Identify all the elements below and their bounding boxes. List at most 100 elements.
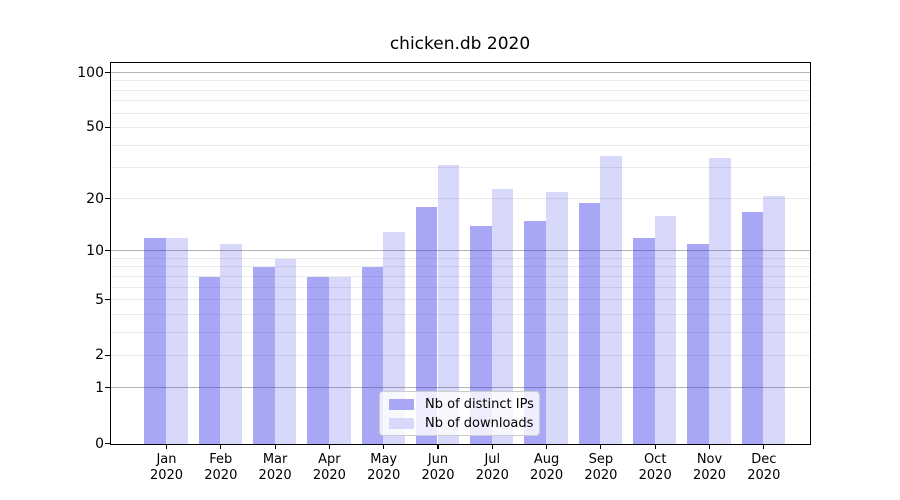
bar-downloads-jun bbox=[437, 165, 460, 444]
bar-downloads-aug bbox=[546, 192, 568, 444]
bar-ips-may bbox=[361, 267, 384, 444]
x-tick-label-year: 2020 bbox=[530, 468, 564, 483]
bar-ips-apr bbox=[307, 276, 329, 444]
x-tick-label-year: 2020 bbox=[475, 468, 509, 483]
x-tick-sep bbox=[600, 445, 602, 449]
x-tick-label-month: May bbox=[370, 452, 398, 467]
plot-area bbox=[110, 62, 811, 445]
x-tick-label-year: 2020 bbox=[421, 468, 455, 483]
x-tick-nov bbox=[708, 445, 711, 449]
y-tick-10 bbox=[105, 250, 110, 252]
x-tick-apr bbox=[328, 445, 330, 449]
y-tick-label-100: 100 bbox=[77, 64, 104, 81]
bar-downloads-jan bbox=[166, 237, 188, 444]
y-tick-50 bbox=[105, 126, 110, 129]
legend-item-distinct-ips: Nb of distinct IPs bbox=[380, 397, 539, 412]
bar-ips-nov bbox=[687, 244, 709, 444]
x-tick-label-sep: Sep 2020 bbox=[569, 452, 633, 484]
x-tick-label-month: Oct bbox=[643, 452, 667, 467]
y-tick-100 bbox=[105, 72, 110, 74]
x-tick-label-may: May 2020 bbox=[352, 452, 416, 484]
gridline-minor-6 bbox=[111, 286, 810, 288]
gridline-minor-60 bbox=[111, 112, 810, 114]
x-tick-label-jun: Jun 2020 bbox=[406, 452, 470, 484]
y-tick-1 bbox=[105, 387, 110, 389]
bar-ips-oct bbox=[633, 237, 655, 444]
y-tick-label-20: 20 bbox=[86, 190, 104, 207]
chart-title: chicken.db 2020 bbox=[389, 34, 531, 54]
bar-downloads-feb bbox=[220, 244, 242, 444]
x-tick-label-feb: Feb 2020 bbox=[189, 452, 253, 484]
gridline-minor-7 bbox=[111, 275, 810, 277]
y-tick-5 bbox=[105, 299, 110, 301]
x-tick-label-month: Aug bbox=[533, 452, 560, 467]
y-tick-label-5: 5 bbox=[95, 291, 104, 308]
bar-downloads-mar bbox=[274, 258, 297, 444]
x-tick-label-jul: Jul 2020 bbox=[460, 452, 524, 484]
gridline-major-1 bbox=[111, 387, 810, 389]
legend-swatch-downloads bbox=[389, 417, 414, 429]
x-tick-label-dec: Dec 2020 bbox=[732, 452, 796, 484]
gridline-minor-9 bbox=[111, 257, 810, 259]
x-tick-label-year: 2020 bbox=[692, 468, 727, 483]
x-tick-label-year: 2020 bbox=[584, 468, 618, 483]
gridline-minor-70 bbox=[111, 100, 810, 102]
bar-ips-aug bbox=[524, 221, 547, 444]
x-tick-label-year: 2020 bbox=[149, 468, 184, 483]
x-tick-label-month: Jun bbox=[427, 452, 449, 467]
x-tick-label-year: 2020 bbox=[258, 468, 292, 483]
x-tick-label-year: 2020 bbox=[747, 468, 781, 483]
bar-downloads-sep bbox=[600, 155, 623, 444]
x-tick-label-oct: Oct 2020 bbox=[623, 452, 687, 484]
bar-downloads-nov bbox=[709, 158, 731, 444]
bar-downloads-may bbox=[383, 231, 405, 444]
bar-downloads-jul bbox=[491, 188, 514, 444]
legend-swatch-distinct-ips bbox=[389, 398, 414, 410]
x-tick-label-aug: Aug 2020 bbox=[515, 452, 579, 484]
bar-downloads-oct bbox=[654, 216, 677, 444]
x-tick-label-month: Feb bbox=[209, 452, 233, 467]
gridline-minor-20 bbox=[111, 198, 810, 200]
x-tick-jan bbox=[165, 445, 168, 449]
y-tick-label-1: 1 bbox=[95, 379, 104, 396]
x-tick-label-month: Mar bbox=[262, 452, 288, 467]
x-tick-label-year: 2020 bbox=[204, 468, 238, 483]
bar-ips-sep bbox=[578, 203, 601, 444]
x-tick-label-mar: Mar 2020 bbox=[243, 452, 307, 484]
y-tick-2 bbox=[105, 354, 110, 356]
gridline-major-10 bbox=[111, 250, 810, 252]
gridline-minor-30 bbox=[111, 167, 810, 168]
legend-label-distinct-ips: Nb of distinct IPs bbox=[425, 396, 534, 412]
legend-item-downloads: Nb of downloads bbox=[380, 416, 539, 431]
y-tick-label-0: 0 bbox=[95, 435, 104, 452]
gridline-minor-40 bbox=[111, 144, 810, 146]
y-tick-label-2: 2 bbox=[95, 347, 104, 364]
x-tick-feb bbox=[220, 445, 222, 449]
legend: Nb of distinct IPs Nb of downloads bbox=[379, 391, 540, 436]
x-tick-dec bbox=[763, 445, 765, 449]
x-tick-label-jan: Jan 2020 bbox=[135, 452, 199, 484]
bar-downloads-dec bbox=[763, 195, 785, 444]
bar-ips-jul bbox=[470, 226, 492, 444]
y-tick-label-50: 50 bbox=[86, 119, 104, 136]
gridline-minor-3 bbox=[111, 331, 810, 333]
x-tick-jun bbox=[437, 445, 439, 449]
x-tick-label-month: Nov bbox=[696, 452, 723, 467]
x-tick-label-apr: Apr 2020 bbox=[297, 452, 361, 484]
gridline-major-100 bbox=[111, 72, 810, 73]
x-tick-label-month: Dec bbox=[751, 452, 777, 467]
y-tick-20 bbox=[105, 198, 110, 200]
bar-downloads-apr bbox=[328, 276, 351, 444]
gridline-minor-80 bbox=[111, 89, 810, 91]
gridline-minor-4 bbox=[111, 313, 810, 315]
bar-ips-dec bbox=[741, 211, 764, 444]
bar-ips-mar bbox=[252, 267, 275, 444]
y-tick-0 bbox=[105, 443, 110, 445]
gridline-minor-90 bbox=[111, 80, 810, 82]
gridline-minor-2 bbox=[111, 354, 810, 356]
gridline-minor-5 bbox=[111, 299, 810, 300]
x-tick-label-nov: Nov 2020 bbox=[678, 452, 742, 484]
x-tick-jul bbox=[491, 445, 493, 449]
x-tick-aug bbox=[546, 445, 548, 449]
legend-label-downloads: Nb of downloads bbox=[425, 415, 534, 431]
